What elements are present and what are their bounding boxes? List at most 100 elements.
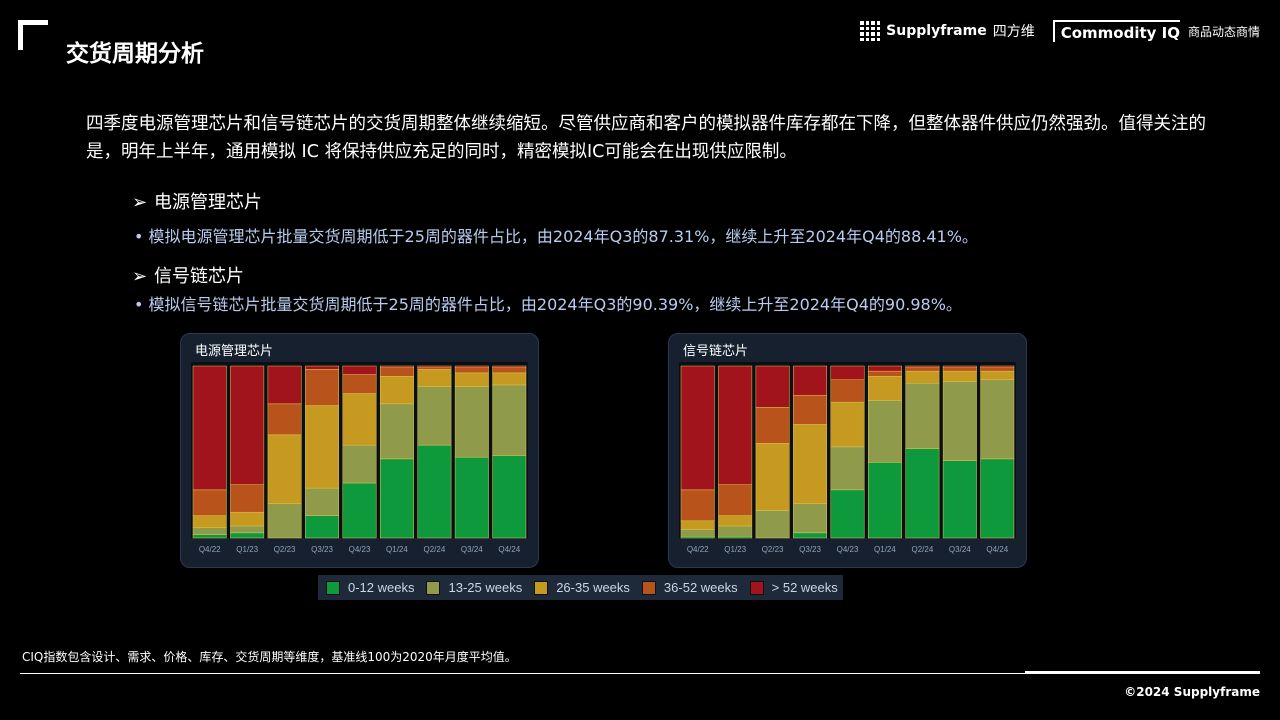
bar-segment-Q4-22-s0 [680, 536, 715, 539]
arrow-bullet-icon: ➢ [132, 266, 148, 287]
bar-segment-Q4-23-s1 [830, 446, 865, 491]
stacked-bar-chart-power: Q4/22 Q1/23 Q2/23 Q3/23 Q4/23 Q1/24 Q2/24 Q3/24… [191, 362, 528, 554]
legend-item: 36-52 weeks [641, 580, 738, 595]
bullet-power: • 模拟电源管理芯片批量交货周期低于25周的器件占比，由2024年Q3的87.3… [134, 223, 978, 247]
bar-segment-Q1-23-s0 [718, 536, 753, 539]
copyright: ©2024 Supplyframe [1124, 685, 1260, 699]
bar-segment-Q4-24-s1 [492, 384, 527, 456]
bar-segment-Q4-23-s3 [830, 379, 865, 403]
x-tick-label: Q4/22 [687, 545, 709, 554]
x-tick-label: Q2/24 [423, 545, 445, 554]
bar-segment-Q4-24-s2 [980, 370, 1015, 381]
bar-segment-Q1-24-s4 [867, 365, 902, 372]
legend-label: > 52 weeks [771, 580, 838, 595]
corner-bracket-decoration [18, 20, 48, 50]
product-name: Commodity IQ [1052, 20, 1180, 42]
bar-segment-Q2-24-s0 [417, 444, 452, 539]
chart-legend: 0-12 weeks 13-25 weeks 26-35 weeks 36-52 we… [318, 575, 843, 600]
legend-swatch [426, 580, 441, 595]
bar-segment-Q3-23-s2 [793, 424, 828, 504]
bar-segment-Q3-24-s2 [942, 370, 977, 382]
brand-name-cn: 四方维 [992, 24, 1035, 40]
bar-segment-Q2-23-s3 [755, 407, 790, 444]
bar-segment-Q4-22-s2 [192, 515, 227, 528]
bar-segment-Q4-22-s4 [680, 365, 715, 491]
bar-segment-Q1-23-s3 [230, 484, 265, 513]
legend-item: 26-35 weeks [534, 580, 630, 595]
bar-segment-Q3-23-s4 [793, 365, 828, 396]
bar-segment-Q4-22-s1 [680, 529, 715, 537]
legend-item: > 52 weeks [749, 580, 838, 595]
bar-segment-Q4-24-s3 [492, 367, 527, 374]
x-tick-label: Q4/23 [349, 545, 371, 554]
x-tick-label: Q4/24 [498, 545, 520, 554]
bar-segment-Q2-23-s2 [755, 443, 790, 511]
bar-segment-Q3-24-s4 [454, 365, 489, 368]
bar-segment-Q3-24-s1 [454, 386, 489, 458]
bar-segment-Q4-22-s3 [192, 489, 227, 516]
header-logos: Supplyframe 四方维 Commodity IQ 商品动态商情 [860, 20, 1260, 42]
section-heading-power: ➢ 电源管理芯片 [132, 188, 262, 214]
chart-panel-power: 电源管理芯片 Q4/22 Q1/23 Q2/23 Q3/23 Q4/23 Q1/24 Q2/… [180, 333, 539, 568]
bar-segment-Q4-22-s1 [192, 527, 227, 535]
bar-segment-Q1-24-s1 [379, 403, 414, 460]
x-tick-label: Q2/23 [274, 545, 296, 554]
arrow-bullet-icon: ➢ [132, 192, 148, 213]
bar-segment-Q4-22-s0 [192, 534, 227, 539]
chart-title: 电源管理芯片 [195, 344, 274, 359]
x-tick-label: Q1/24 [386, 545, 408, 554]
x-tick-label: Q1/24 [874, 545, 896, 554]
bar-segment-Q1-24-s4 [379, 365, 414, 368]
legend-label: 13-25 weeks [448, 580, 523, 595]
legend-swatch [749, 580, 764, 595]
bar-segment-Q2-23-s2 [267, 434, 302, 504]
bar-segment-Q4-23-s4 [830, 365, 865, 381]
bar-segment-Q2-24-s1 [417, 386, 452, 446]
bullet-text: 模拟电源管理芯片批量交货周期低于25周的器件占比，由2024年Q3的87.31%… [148, 227, 978, 246]
bar-segment-Q1-24-s3 [867, 370, 902, 377]
legend-label: 26-35 weeks [556, 580, 630, 595]
bar-segment-Q3-23-s3 [793, 394, 828, 425]
bar-segment-Q1-23-s1 [230, 525, 265, 534]
supplyframe-logo: Supplyframe 四方维 [860, 21, 1035, 41]
x-tick-label: Q1/23 [236, 545, 258, 554]
legend-item: 0-12 weeks [326, 580, 414, 595]
footer-divider-accent [1025, 671, 1260, 674]
bar-segment-Q2-23-s1 [755, 510, 790, 539]
page-title: 交货周期分析 [66, 41, 204, 67]
bullet-signal: • 模拟信号链芯片批量交货周期低于25周的器件占比，由2024年Q3的90.39… [134, 291, 962, 315]
dot-bullet-icon: • [134, 227, 149, 246]
footer-divider [20, 673, 1025, 674]
section-heading-text: 电源管理芯片 [154, 192, 262, 213]
bar-segment-Q4-24-s0 [980, 458, 1015, 539]
bar-segment-Q3-23-s3 [305, 369, 340, 406]
bar-segment-Q4-24-s0 [492, 455, 527, 539]
x-tick-label: Q4/23 [837, 545, 859, 554]
bar-segment-Q2-23-s1 [267, 503, 302, 539]
bar-segment-Q2-24-s2 [905, 370, 940, 384]
bar-segment-Q1-23-s2 [718, 515, 753, 527]
bar-segment-Q3-24-s3 [942, 367, 977, 372]
x-tick-label: Q3/23 [799, 545, 821, 554]
section-heading-text: 信号链芯片 [154, 266, 244, 287]
bar-segment-Q1-24-s0 [867, 462, 902, 539]
commodity-iq-logo: Commodity IQ 商品动态商情 [1052, 20, 1260, 42]
bar-segment-Q4-23-s2 [830, 401, 865, 448]
x-tick-label: Q3/24 [461, 545, 483, 554]
legend-swatch [326, 580, 340, 595]
x-tick-label: Q3/24 [949, 545, 971, 554]
bar-segment-Q3-24-s1 [942, 381, 977, 461]
bar-segment-Q4-24-s4 [492, 365, 527, 368]
bar-segment-Q4-23-s0 [830, 489, 865, 539]
bar-segment-Q2-24-s3 [905, 367, 940, 372]
bar-segment-Q1-24-s3 [379, 367, 414, 377]
intro-paragraph: 四季度电源管理芯片和信号链芯片的交货周期整体继续缩短。尽管供应商和客户的模拟器件… [86, 114, 1206, 162]
bar-segment-Q1-24-s2 [379, 376, 414, 405]
bullet-text: 模拟信号链芯片批量交货周期低于25周的器件占比，由2024年Q3的90.39%，… [148, 295, 962, 314]
bar-segment-Q3-23-s4 [305, 365, 340, 370]
bar-segment-Q1-24-s1 [867, 400, 902, 463]
bar-segment-Q3-24-s4 [942, 365, 977, 368]
bar-segment-Q4-23-s4 [342, 365, 377, 375]
product-name-cn: 商品动态商情 [1187, 24, 1260, 39]
bar-segment-Q1-23-s1 [718, 525, 753, 537]
